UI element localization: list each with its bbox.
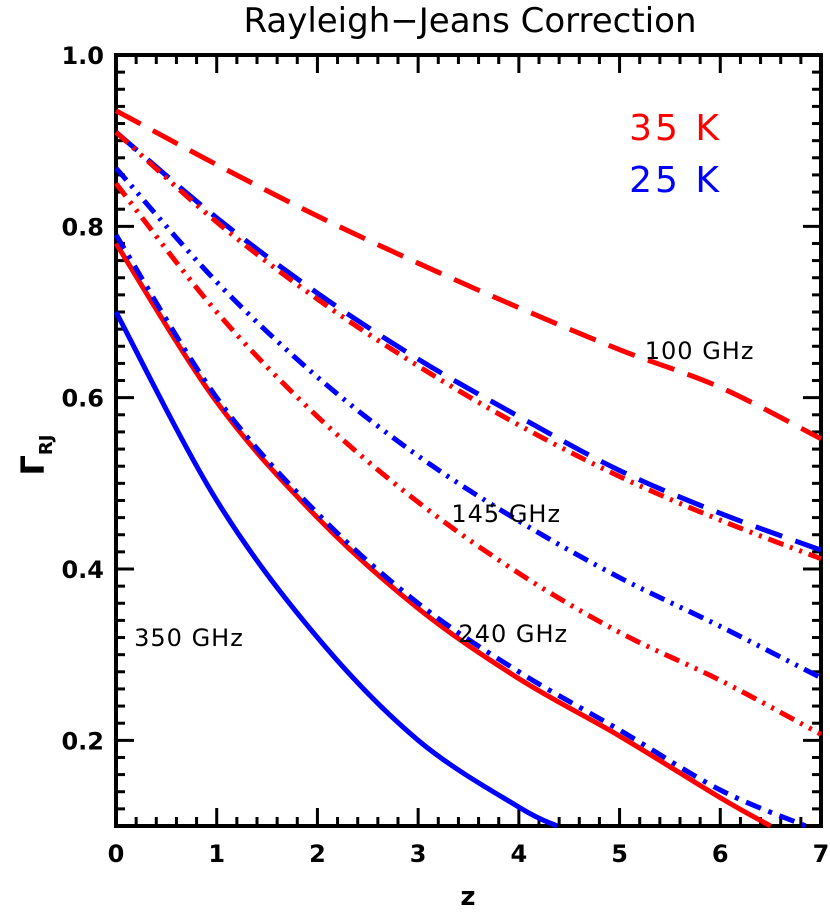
series-line [113, 310, 559, 829]
y-tick-label: 0.6 [61, 385, 104, 413]
frequency-label: 145 GHz [451, 500, 561, 528]
y-axis-label-main: Γ [14, 455, 52, 475]
series-line [113, 242, 772, 829]
x-tick-label: 4 [511, 840, 528, 868]
y-tick-label: 0.2 [61, 727, 104, 755]
x-tick-label: 6 [712, 840, 729, 868]
y-axis-label-sub: RJ [36, 435, 57, 456]
y-tick-label: 0.4 [61, 556, 104, 584]
svg-text:ΓRJ: ΓRJ [14, 435, 57, 476]
x-axis-label: z [460, 882, 475, 912]
x-tick-label: 1 [208, 840, 225, 868]
plot-frame [114, 53, 823, 828]
axis-ticks [114, 53, 823, 826]
y-tick-label: 0.8 [61, 213, 104, 241]
chart-title: Rayleigh−Jeans Correction [243, 1, 696, 41]
legend-entry: 35 K [629, 108, 722, 149]
series-line [113, 233, 807, 829]
legend-entry: 25 K [629, 160, 722, 201]
series-line [114, 166, 823, 681]
series-line [114, 130, 822, 562]
frequency-label: 350 GHz [134, 624, 244, 652]
frequency-label: 100 GHz [645, 337, 755, 365]
x-tick-label: 7 [813, 840, 830, 868]
series-layer [113, 108, 823, 829]
y-axis-label: ΓRJ [14, 435, 57, 476]
series-line [114, 108, 823, 442]
x-tick-label: 0 [108, 840, 125, 868]
frequency-label: 240 GHz [458, 620, 568, 648]
series-line [114, 130, 822, 553]
labels-layer: 0 1 2 3 4 5 6 7 0.2 0.4 0.6 0.8 1.0 100 GHz 145 GHz 240… [61, 42, 829, 868]
x-tick-label: 2 [309, 840, 326, 868]
x-tick-label: 3 [410, 840, 427, 868]
y-tick-label: 1.0 [61, 42, 104, 70]
series-line [114, 181, 823, 737]
x-tick-label: 5 [611, 840, 628, 868]
